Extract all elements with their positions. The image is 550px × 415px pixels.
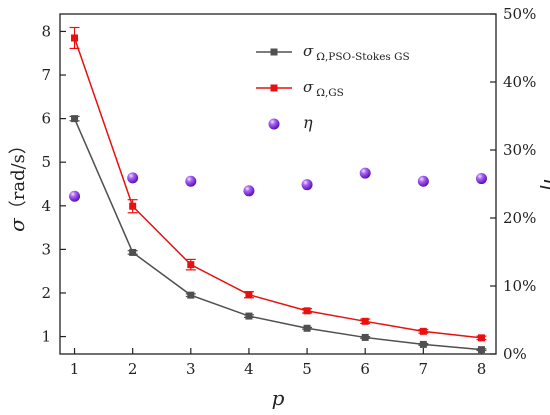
x-tick-label: 5 <box>302 360 312 378</box>
y-left-tick-label: 2 <box>41 284 51 302</box>
legend-label: σ Ω,GS <box>303 78 344 99</box>
y-right-tick-label: 50% <box>503 5 536 23</box>
data-point <box>475 173 487 185</box>
y-right-tick-label: 0% <box>503 345 527 363</box>
data-point <box>245 291 253 299</box>
data-point <box>359 167 371 179</box>
data-point <box>477 346 485 354</box>
x-tick-label: 1 <box>70 360 80 378</box>
data-point <box>129 248 137 256</box>
legend-marker <box>270 84 278 92</box>
x-tick-label: 2 <box>128 360 138 378</box>
legend-marker <box>268 118 280 130</box>
data-point <box>361 333 369 341</box>
x-tick-label: 6 <box>360 360 370 378</box>
legend: σ Ω,PSO-Stokes GSσ Ω,GSη <box>256 42 410 132</box>
y-right-tick-label: 10% <box>503 277 536 295</box>
legend-label: σ Ω,PSO-Stokes GS <box>303 42 410 63</box>
y-left-tick-label: 5 <box>41 153 51 171</box>
data-point <box>127 172 139 184</box>
y-left-tick-label: 8 <box>41 22 51 40</box>
series <box>69 26 487 354</box>
x-tick-label: 8 <box>477 360 487 378</box>
legend-marker <box>270 48 278 56</box>
data-point <box>71 115 79 123</box>
y-left-tick-label: 6 <box>41 110 51 128</box>
data-point <box>243 185 255 197</box>
data-point <box>417 175 429 187</box>
data-point <box>187 261 195 269</box>
y-right-tick-label: 30% <box>503 141 536 159</box>
legend-item-2: η <box>268 113 313 132</box>
legend-item-1: σ Ω,GS <box>256 78 344 99</box>
data-point <box>71 34 79 42</box>
series-0 <box>69 115 487 354</box>
data-point <box>187 291 195 299</box>
data-point <box>129 202 137 210</box>
y-left-tick-label: 1 <box>41 328 51 346</box>
legend-symbol: σ <box>303 42 314 60</box>
legend-subscript: Ω,PSO-Stokes GS <box>316 51 409 63</box>
legend-label: η <box>303 113 313 132</box>
data-point <box>185 175 197 187</box>
y-left-tick-label: 7 <box>41 66 51 84</box>
x-tick-label: 3 <box>186 360 196 378</box>
x-tick-label: 7 <box>419 360 429 378</box>
data-point <box>69 190 81 202</box>
data-point <box>303 324 311 332</box>
y-left-axis-symbol: σ <box>5 217 29 232</box>
axes: 1 2 3 4 5 6 7 8123456780%10%20%30%40%50%pσ（rad/… <box>5 5 550 410</box>
y-left-tick-label: 3 <box>41 240 51 258</box>
y-right-tick-label: 20% <box>503 209 536 227</box>
data-point <box>245 312 253 320</box>
series-1 <box>69 26 487 342</box>
data-point <box>301 179 313 191</box>
x-tick-label: 4 <box>244 360 254 378</box>
x-axis-title: p <box>272 386 285 410</box>
series-line <box>73 37 482 339</box>
data-point <box>419 340 427 348</box>
series-line <box>73 118 482 351</box>
data-point <box>361 317 369 325</box>
legend-symbol: σ <box>303 78 314 96</box>
y-right-tick-label: 40% <box>503 73 536 91</box>
y-right-axis-title: η <box>539 178 550 190</box>
y-left-axis-unit: （rad/s） <box>8 136 29 218</box>
legend-subscript: Ω,GS <box>316 87 344 99</box>
y-left-axis-title: σ（rad/s） <box>5 136 29 232</box>
data-point <box>477 334 485 342</box>
y-left-tick-label: 4 <box>41 197 51 215</box>
data-point <box>303 307 311 315</box>
data-point <box>419 327 427 335</box>
legend-item-0: σ Ω,PSO-Stokes GS <box>256 42 410 63</box>
plot-frame <box>59 13 497 355</box>
legend-symbol: η <box>303 113 313 132</box>
series-2 <box>69 167 487 202</box>
